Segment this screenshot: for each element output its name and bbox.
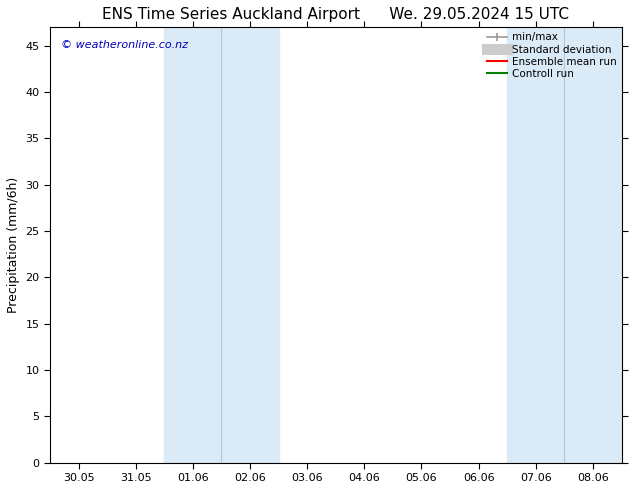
Text: © weatheronline.co.nz: © weatheronline.co.nz	[61, 40, 188, 50]
Y-axis label: Precipitation (mm/6h): Precipitation (mm/6h)	[7, 177, 20, 313]
Bar	[507, 27, 621, 463]
Bar	[164, 27, 278, 463]
Legend: min/max, Standard deviation, Ensemble mean run, Controll run: min/max, Standard deviation, Ensemble me…	[483, 29, 619, 82]
Title: ENS Time Series Auckland Airport      We. 29.05.2024 15 UTC: ENS Time Series Auckland Airport We. 29.…	[102, 7, 569, 22]
